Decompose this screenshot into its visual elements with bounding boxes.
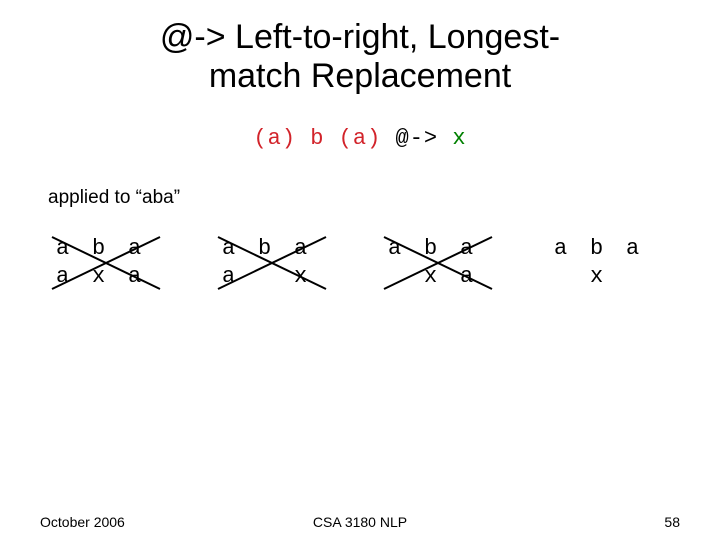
example-bottom-row: a . x: [222, 263, 330, 291]
slide-title: @-> Left-to-right, Longest- match Replac…: [0, 0, 720, 96]
example-top-row: a b a: [554, 235, 662, 263]
letter-cell: b: [258, 235, 294, 263]
examples-row: a b a a x a a b a a . x: [56, 235, 720, 291]
letter-cell: x: [590, 263, 626, 291]
example-top-row: a b a: [222, 235, 330, 263]
title-line-2: match Replacement: [209, 57, 511, 95]
letter-cell: a: [128, 235, 164, 263]
expr-replacement: x: [452, 126, 466, 151]
example-top-row: a b a: [388, 235, 496, 263]
letter-cell: a: [56, 235, 92, 263]
example-col: a b a . x .: [554, 235, 662, 291]
letter-cell: a: [294, 235, 330, 263]
example-col: a b a a x a: [56, 235, 164, 291]
letter-cell: a: [222, 263, 258, 291]
example-col: a b a a . x: [222, 235, 330, 291]
letter-cell: x: [424, 263, 460, 291]
letter-cell: b: [424, 235, 460, 263]
example-col: a b a . x a: [388, 235, 496, 291]
letter-cell: a: [128, 263, 164, 291]
letter-cell: a: [222, 235, 258, 263]
title-line-1: @-> Left-to-right, Longest-: [160, 18, 560, 56]
example-top-row: a b a: [56, 235, 164, 263]
letter-cell: b: [92, 235, 128, 263]
example-bottom-row: . x a: [388, 263, 496, 291]
example-bottom-row: . x .: [554, 263, 662, 291]
letter-cell: b: [590, 235, 626, 263]
letter-cell: a: [626, 235, 662, 263]
footer-date: October 2006: [40, 514, 125, 530]
applied-label: applied to “aba”: [48, 187, 720, 209]
footer-course: CSA 3180 NLP: [313, 514, 407, 530]
letter-cell: a: [388, 235, 424, 263]
example-bottom-row: a x a: [56, 263, 164, 291]
rule-expression: (a) b (a) @-> x: [0, 126, 720, 151]
letter-cell: x: [92, 263, 128, 291]
letter-cell: a: [554, 235, 590, 263]
letter-cell: a: [460, 235, 496, 263]
letter-cell: a: [460, 263, 496, 291]
letter-cell: x: [294, 263, 330, 291]
expr-pattern: (a) b (a): [253, 126, 381, 151]
footer-page-number: 58: [664, 514, 680, 530]
expr-arrow: @->: [381, 126, 452, 151]
letter-cell: a: [56, 263, 92, 291]
